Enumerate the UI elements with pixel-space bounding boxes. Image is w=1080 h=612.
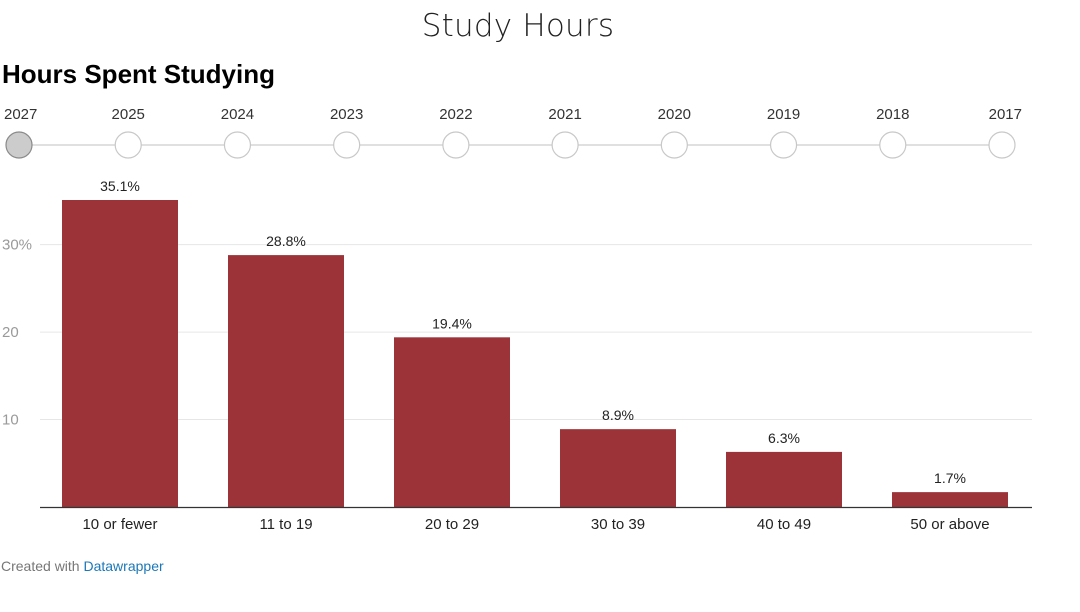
y-tick-label: 30% — [2, 237, 32, 254]
year-label: 2023 — [330, 106, 363, 123]
chart-title: Hours Spent Studying — [2, 59, 275, 89]
bar-chart: 10 20 30% 35.1% 10 or fewer 28.8% 11 to 19 19.4… — [2, 178, 1032, 533]
data-label: 6.3% — [768, 430, 800, 446]
x-tick-label: 30 to 39 — [591, 516, 645, 533]
year-option-2020[interactable]: 2020 — [658, 106, 691, 159]
datawrapper-link[interactable]: Datawrapper — [83, 558, 164, 574]
year-option-2027[interactable]: 2027 — [4, 106, 37, 159]
year-node[interactable] — [551, 131, 579, 159]
y-tick-label: 10 — [2, 412, 19, 429]
year-node-selected[interactable] — [5, 131, 33, 159]
year-label: 2017 — [989, 106, 1022, 123]
x-tick-label: 11 to 19 — [259, 516, 312, 533]
bar[interactable] — [228, 255, 344, 507]
year-node[interactable] — [988, 131, 1016, 159]
year-option-2023[interactable]: 2023 — [330, 106, 363, 159]
x-tick-label: 50 or above — [910, 516, 989, 533]
data-label: 1.7% — [934, 470, 966, 486]
year-option-2017[interactable]: 2017 — [988, 106, 1022, 159]
year-option-2019[interactable]: 2019 — [767, 106, 800, 159]
year-node[interactable] — [333, 131, 361, 159]
bar[interactable] — [560, 429, 676, 507]
year-node[interactable] — [769, 131, 798, 159]
year-node[interactable] — [442, 131, 470, 159]
year-node[interactable] — [660, 131, 688, 159]
year-label: 2018 — [876, 106, 909, 123]
x-tick-label: 10 or fewer — [82, 516, 157, 533]
bar[interactable] — [62, 200, 178, 507]
data-label: 8.9% — [602, 407, 634, 423]
year-label: 2027 — [4, 106, 37, 123]
bar[interactable] — [726, 451, 842, 507]
year-node[interactable] — [879, 131, 907, 159]
year-label: 2021 — [548, 106, 581, 123]
year-node[interactable] — [114, 131, 142, 159]
year-label: 2022 — [439, 106, 472, 123]
year-label: 2020 — [658, 106, 691, 123]
year-timeline: 2027 2025 2024 2023 2022 2021 2020 2019 2018 2017 — [4, 106, 1022, 159]
year-option-2025[interactable]: 2025 — [112, 106, 145, 159]
footer-credit: Created with Datawrapper — [1, 558, 164, 574]
data-label: 28.8% — [266, 233, 306, 249]
bar[interactable] — [394, 337, 510, 507]
year-option-2021[interactable]: 2021 — [548, 106, 582, 159]
data-label: 19.4% — [432, 315, 472, 331]
bar[interactable] — [892, 492, 1008, 507]
year-option-2018[interactable]: 2018 — [876, 106, 909, 159]
year-option-2022[interactable]: 2022 — [439, 106, 473, 159]
x-tick-label: 20 to 29 — [425, 516, 479, 533]
year-node[interactable] — [223, 131, 252, 159]
x-tick-label: 40 to 49 — [757, 516, 811, 533]
year-label: 2019 — [767, 106, 800, 123]
year-label: 2024 — [221, 106, 254, 123]
footer-prefix: Created with — [1, 558, 84, 574]
y-tick-label: 20 — [2, 324, 19, 341]
year-option-2024[interactable]: 2024 — [221, 106, 254, 159]
page-title: Study Hours — [421, 8, 615, 44]
year-label: 2025 — [112, 106, 145, 123]
data-label: 35.1% — [100, 178, 140, 194]
